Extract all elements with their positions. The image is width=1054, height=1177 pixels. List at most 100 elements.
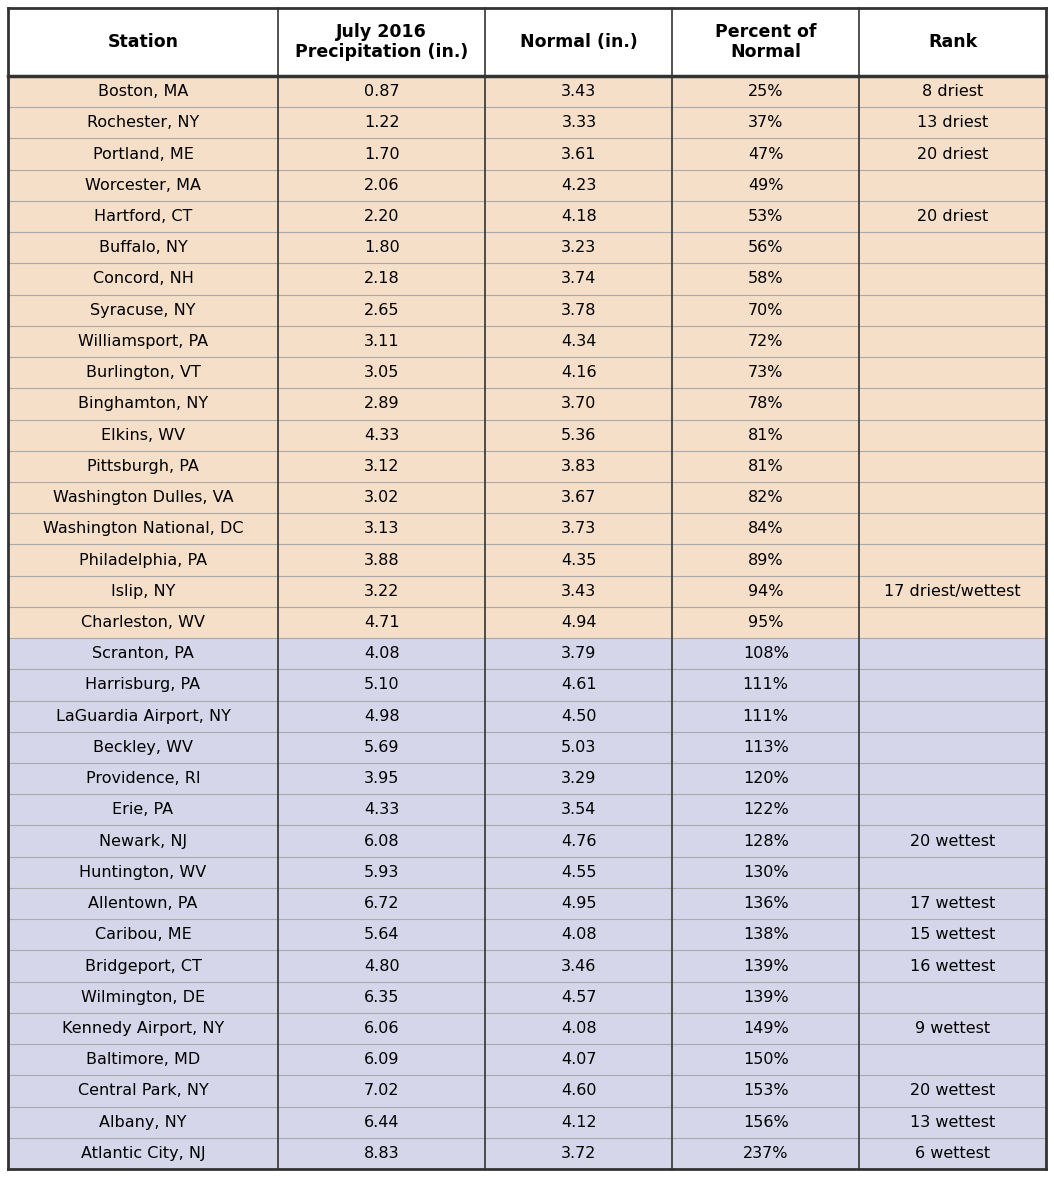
Bar <box>8 576 1046 607</box>
Text: 4.12: 4.12 <box>561 1115 597 1130</box>
Text: 3.43: 3.43 <box>562 584 597 599</box>
Text: 47%: 47% <box>748 147 783 161</box>
Text: 13 wettest: 13 wettest <box>910 1115 995 1130</box>
Text: Washington Dulles, VA: Washington Dulles, VA <box>53 490 233 505</box>
Text: 5.10: 5.10 <box>364 678 399 692</box>
Text: 2.65: 2.65 <box>364 302 399 318</box>
Bar <box>8 670 1046 700</box>
Text: 4.33: 4.33 <box>364 803 399 817</box>
Text: 9 wettest: 9 wettest <box>915 1020 990 1036</box>
Text: 6.06: 6.06 <box>364 1020 399 1036</box>
Text: 72%: 72% <box>748 334 783 348</box>
Text: Worcester, MA: Worcester, MA <box>85 178 201 193</box>
Text: 1.80: 1.80 <box>364 240 399 255</box>
Text: 5.69: 5.69 <box>364 740 399 754</box>
Text: 156%: 156% <box>743 1115 788 1130</box>
Text: 4.94: 4.94 <box>561 616 597 630</box>
Bar <box>8 201 1046 232</box>
Bar <box>8 545 1046 576</box>
Text: 4.80: 4.80 <box>364 958 399 973</box>
Text: 1.22: 1.22 <box>364 115 399 131</box>
Text: 5.93: 5.93 <box>364 865 399 880</box>
Text: Syracuse, NY: Syracuse, NY <box>91 302 196 318</box>
Text: Portland, ME: Portland, ME <box>93 147 193 161</box>
Text: 4.08: 4.08 <box>561 1020 597 1036</box>
Bar <box>8 763 1046 794</box>
Text: 150%: 150% <box>743 1052 788 1068</box>
Text: 4.50: 4.50 <box>561 709 597 724</box>
Text: 17 wettest: 17 wettest <box>910 896 995 911</box>
Text: 3.95: 3.95 <box>364 771 399 786</box>
Text: 3.79: 3.79 <box>561 646 597 661</box>
Text: 3.11: 3.11 <box>364 334 399 348</box>
Text: 4.08: 4.08 <box>561 927 597 943</box>
Text: Binghamton, NY: Binghamton, NY <box>78 397 208 412</box>
Text: 2.20: 2.20 <box>364 210 399 224</box>
Bar <box>8 264 1046 294</box>
Text: 4.07: 4.07 <box>561 1052 597 1068</box>
Bar <box>8 419 1046 451</box>
Text: Islip, NY: Islip, NY <box>111 584 175 599</box>
Text: 2.89: 2.89 <box>364 397 399 412</box>
Text: 8.83: 8.83 <box>364 1146 399 1161</box>
Text: 20 driest: 20 driest <box>917 147 989 161</box>
Text: Baltimore, MD: Baltimore, MD <box>85 1052 200 1068</box>
Text: 3.22: 3.22 <box>364 584 399 599</box>
Bar <box>8 169 1046 201</box>
Text: Williamsport, PA: Williamsport, PA <box>78 334 208 348</box>
Text: Rochester, NY: Rochester, NY <box>86 115 199 131</box>
Text: 120%: 120% <box>743 771 788 786</box>
Text: 138%: 138% <box>743 927 788 943</box>
Bar <box>8 638 1046 670</box>
Text: 3.46: 3.46 <box>561 958 597 973</box>
Text: 3.67: 3.67 <box>561 490 597 505</box>
Text: 4.71: 4.71 <box>364 616 399 630</box>
Text: 1.70: 1.70 <box>364 147 399 161</box>
Bar <box>8 294 1046 326</box>
Text: Huntington, WV: Huntington, WV <box>79 865 207 880</box>
Text: 3.78: 3.78 <box>561 302 597 318</box>
Text: 4.34: 4.34 <box>561 334 597 348</box>
Text: 13 driest: 13 driest <box>917 115 989 131</box>
Text: Beckley, WV: Beckley, WV <box>93 740 193 754</box>
Bar <box>8 794 1046 825</box>
Text: 53%: 53% <box>748 210 783 224</box>
Text: Providence, RI: Providence, RI <box>85 771 200 786</box>
Bar <box>8 1138 1046 1169</box>
Text: Washington National, DC: Washington National, DC <box>43 521 243 537</box>
Text: 8 driest: 8 driest <box>922 84 983 99</box>
Text: Rank: Rank <box>928 33 977 51</box>
Text: 3.29: 3.29 <box>561 771 597 786</box>
Bar <box>8 232 1046 264</box>
Bar <box>8 326 1046 357</box>
Text: 5.03: 5.03 <box>561 740 597 754</box>
Text: 3.23: 3.23 <box>562 240 597 255</box>
Text: Charleston, WV: Charleston, WV <box>81 616 204 630</box>
Text: 3.83: 3.83 <box>561 459 597 474</box>
Text: 130%: 130% <box>743 865 788 880</box>
Text: Erie, PA: Erie, PA <box>113 803 174 817</box>
Text: 84%: 84% <box>748 521 783 537</box>
Text: 78%: 78% <box>748 397 783 412</box>
Text: 16 wettest: 16 wettest <box>910 958 995 973</box>
Text: 113%: 113% <box>743 740 788 754</box>
Bar <box>8 1076 1046 1106</box>
Text: 4.95: 4.95 <box>561 896 597 911</box>
Text: 56%: 56% <box>748 240 783 255</box>
Text: Philadelphia, PA: Philadelphia, PA <box>79 552 207 567</box>
Bar <box>8 857 1046 887</box>
Bar <box>8 451 1046 481</box>
Text: 139%: 139% <box>743 990 788 1005</box>
Text: 4.76: 4.76 <box>561 833 597 849</box>
Text: 20 wettest: 20 wettest <box>910 1084 995 1098</box>
Text: 81%: 81% <box>748 459 783 474</box>
Text: Burlington, VT: Burlington, VT <box>85 365 200 380</box>
Text: 3.33: 3.33 <box>562 115 597 131</box>
Text: LaGuardia Airport, NY: LaGuardia Airport, NY <box>56 709 231 724</box>
Text: 6.35: 6.35 <box>364 990 399 1005</box>
Text: 4.61: 4.61 <box>561 678 597 692</box>
Text: 3.70: 3.70 <box>561 397 597 412</box>
Text: 3.73: 3.73 <box>562 521 597 537</box>
Text: 2.06: 2.06 <box>364 178 399 193</box>
Text: 20 wettest: 20 wettest <box>910 833 995 849</box>
